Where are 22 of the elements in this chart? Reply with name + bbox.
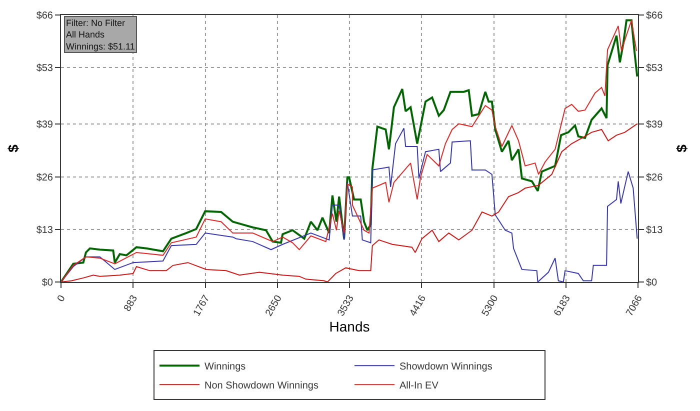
y2-tick-label: $53 bbox=[646, 63, 664, 74]
y2-tick-label: $26 bbox=[646, 172, 664, 184]
y-tick-label: $13 bbox=[36, 224, 54, 236]
annotation: Filter: No Filter All Hands Winnings: $51.11 bbox=[66, 18, 135, 52]
y2-tick-label: $0 bbox=[646, 278, 658, 288]
legend-label: All-In EV bbox=[400, 380, 439, 392]
y2-axis-title: $ bbox=[673, 144, 690, 152]
y-tick-label: $53 bbox=[36, 63, 54, 74]
y2-tick-label: $66 bbox=[646, 10, 664, 22]
y2-tick-label: $39 bbox=[646, 120, 664, 131]
x-tick-label: 0 bbox=[56, 293, 68, 304]
y2-tick-label: $13 bbox=[646, 224, 664, 236]
y-tick-label: $0 bbox=[42, 278, 54, 288]
x-tick-label: 883 bbox=[122, 293, 140, 314]
legend-label: Non Showdown Winnings bbox=[204, 380, 318, 392]
y-tick-label: $26 bbox=[36, 172, 54, 184]
x-axis-title: Hands bbox=[329, 318, 370, 335]
y-tick-label: $66 bbox=[36, 10, 54, 22]
legend-label: Showdown Winnings bbox=[400, 361, 492, 372]
legend-label: Winnings bbox=[204, 361, 246, 372]
y-tick-label: $39 bbox=[36, 120, 54, 131]
y-axis-title: $ bbox=[4, 144, 21, 152]
